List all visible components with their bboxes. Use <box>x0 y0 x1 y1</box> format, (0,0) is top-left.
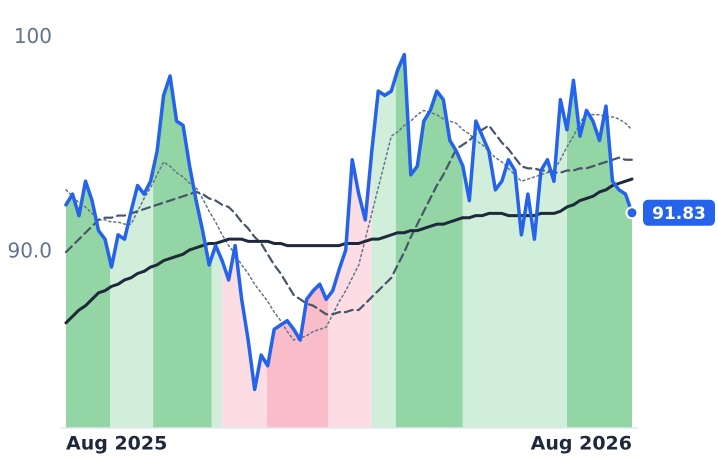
line <box>64 52 634 392</box>
zone-fill <box>267 284 329 428</box>
zone-fill <box>566 80 632 428</box>
zone-fill <box>395 54 463 428</box>
zone-fill <box>222 245 268 428</box>
x-tick-label: Aug 2025 <box>66 433 167 455</box>
end-marker <box>625 206 639 220</box>
line <box>64 124 634 316</box>
y-tick-label: 100 <box>14 24 52 48</box>
y-tick-label: 90.0 <box>7 239 52 263</box>
zone-fill <box>153 76 212 428</box>
x-tick-label: Aug 2026 <box>531 433 632 455</box>
zone-fill <box>371 76 396 428</box>
line <box>65 109 633 341</box>
zone-fill <box>328 151 372 428</box>
end-label-box <box>643 199 715 226</box>
zone-fill <box>211 245 223 428</box>
zone-fill <box>110 169 154 428</box>
end-label: 91.83 <box>652 204 706 224</box>
